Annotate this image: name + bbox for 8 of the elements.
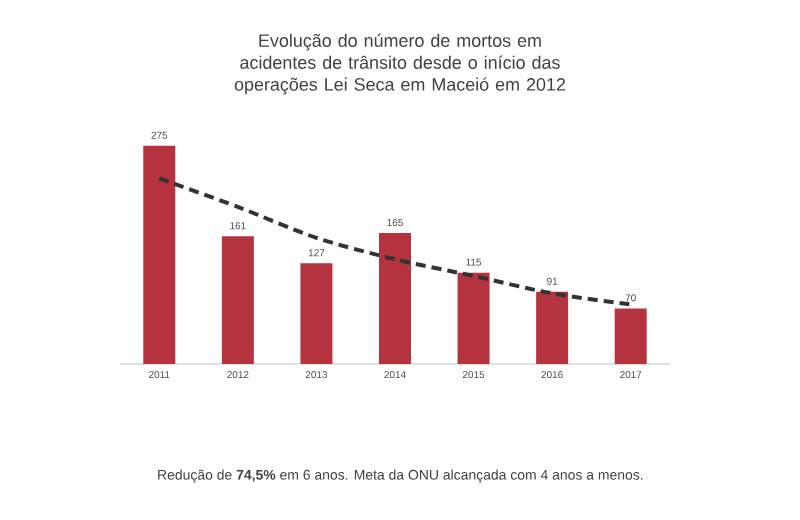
bar <box>614 308 647 364</box>
bar <box>536 291 569 364</box>
bar <box>143 145 176 364</box>
bar <box>457 272 490 364</box>
bar <box>378 233 411 364</box>
bar <box>221 236 254 364</box>
bar <box>300 263 333 364</box>
chart-title: Evolução do número de mortos em acidentes de trânsito desde o início das operações Lei Seca em Maceió em 2012 <box>234 33 565 95</box>
